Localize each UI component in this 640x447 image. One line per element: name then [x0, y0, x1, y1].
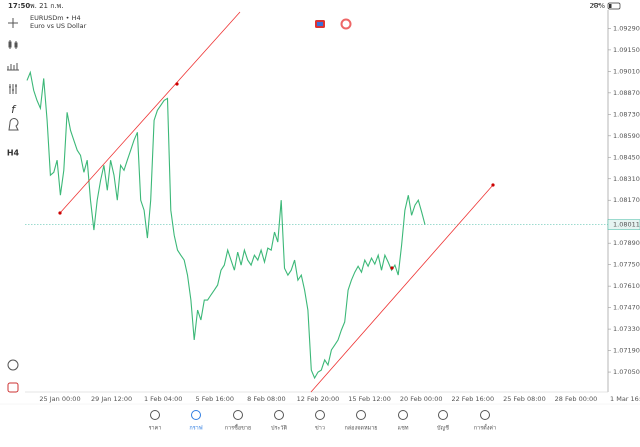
settings-tool[interactable]	[9, 84, 17, 94]
x-tick-label: 12 Feb 20:00	[297, 395, 340, 403]
nav-icon[interactable]	[398, 410, 408, 420]
y-tick-label: 1.08450	[613, 153, 640, 161]
nav-icon[interactable]	[315, 410, 325, 420]
y-tick-label: 1.08870	[613, 89, 640, 97]
timeframe-tool[interactable]: H4	[7, 149, 20, 158]
status-time: 17:50	[8, 2, 30, 10]
x-tick-label: 1 Feb 04:00	[144, 395, 183, 403]
y-tick-label: 1.07470	[613, 304, 640, 312]
x-tick-label: 8 Feb 08:00	[247, 395, 286, 403]
y-tick-label: 1.09290	[613, 24, 640, 32]
trendline-handle[interactable]	[175, 82, 179, 86]
nav-label[interactable]: ประวัติ	[271, 425, 287, 432]
nav-label[interactable]: การตั้งค่า	[474, 424, 496, 432]
y-tick-label: 1.09010	[613, 67, 640, 75]
current-price-label: 1.08011	[613, 221, 640, 229]
plot: 1.09290 1.09150 1.09010 1.08870 1.08730 1.085…	[25, 24, 640, 380]
y-tick-label: 1.07610	[613, 282, 640, 290]
function-tool[interactable]: f	[11, 103, 17, 116]
y-tick-label: 1.07750	[613, 261, 640, 269]
nav-label[interactable]: การซื้อขาย	[225, 424, 251, 432]
trade-button-inner	[317, 22, 323, 26]
toolbar	[7, 18, 19, 393]
x-tick-label: 5 Feb 16:00	[196, 395, 235, 403]
wifi-icon	[591, 3, 601, 7]
y-tick-label: 1.08730	[613, 110, 640, 118]
chart-subtitle: Euro vs US Dollar	[30, 22, 87, 30]
x-tick-label: 28 Feb 00:00	[555, 395, 598, 403]
nav-icon[interactable]	[150, 410, 160, 420]
nav-icon[interactable]	[438, 410, 448, 420]
x-tick-label: 1 Mar 16:0	[610, 395, 640, 403]
crosshair-tool[interactable]	[8, 18, 18, 28]
nav-icon[interactable]	[356, 410, 366, 420]
trendline[interactable]	[310, 184, 494, 393]
nav-icon[interactable]	[274, 410, 284, 420]
trendline-handle[interactable]	[58, 211, 62, 215]
y-tick-label: 1.08590	[613, 132, 640, 140]
nav-label[interactable]: ราคา	[149, 426, 162, 432]
y-tick-label: 1.07190	[613, 347, 640, 355]
current-price-box	[607, 219, 640, 230]
one-click-button[interactable]	[340, 18, 352, 30]
x-tick-label: 22 Feb 16:00	[451, 395, 494, 403]
nav-icon[interactable]	[233, 410, 243, 420]
price-line	[26, 70, 426, 380]
nav-icon[interactable]	[191, 410, 201, 420]
indicators-tool[interactable]	[7, 63, 19, 71]
y-tick-label: 1.09150	[613, 46, 640, 54]
chart-title: EURUSDm • H4	[30, 14, 81, 22]
chart-type-tool[interactable]	[8, 40, 18, 49]
nav-label[interactable]: บัญชี	[437, 425, 449, 432]
x-tick-label: 20 Feb 00:00	[400, 395, 443, 403]
x-tick-label: 25 Feb 08:00	[503, 395, 546, 403]
search-tool[interactable]	[7, 359, 19, 371]
y-tick-label: 1.08170	[613, 196, 640, 204]
trendline[interactable]	[59, 11, 241, 214]
y-tick-label: 1.07330	[613, 325, 640, 333]
objects-tool[interactable]	[8, 118, 19, 131]
battery-level	[609, 4, 612, 8]
nav-label[interactable]: กล่องจดหมาย	[344, 426, 377, 432]
x-tick-label: 25 Jan 00:00	[39, 395, 80, 403]
battery-icon	[607, 2, 621, 10]
x-tick-label: 15 Feb 12:00	[348, 395, 391, 403]
nav-label[interactable]: กราฟ	[189, 425, 202, 432]
status-date: พ. 21 ก.พ.	[30, 2, 64, 10]
trendline-handle[interactable]	[491, 183, 495, 187]
nav-icon[interactable]	[480, 410, 490, 420]
y-tick-label: 1.08310	[613, 175, 640, 183]
nav-label[interactable]: แชท	[398, 425, 409, 432]
nav-bar	[0, 404, 640, 447]
trendline-handle[interactable]	[390, 266, 394, 270]
broker-icon[interactable]	[7, 382, 19, 393]
x-tick-label: 29 Jan 12:00	[91, 395, 132, 403]
y-tick-label: 1.07050	[613, 368, 640, 376]
nav-label[interactable]: ข่าว	[315, 426, 325, 432]
y-tick-label: 1.07890	[613, 239, 640, 247]
